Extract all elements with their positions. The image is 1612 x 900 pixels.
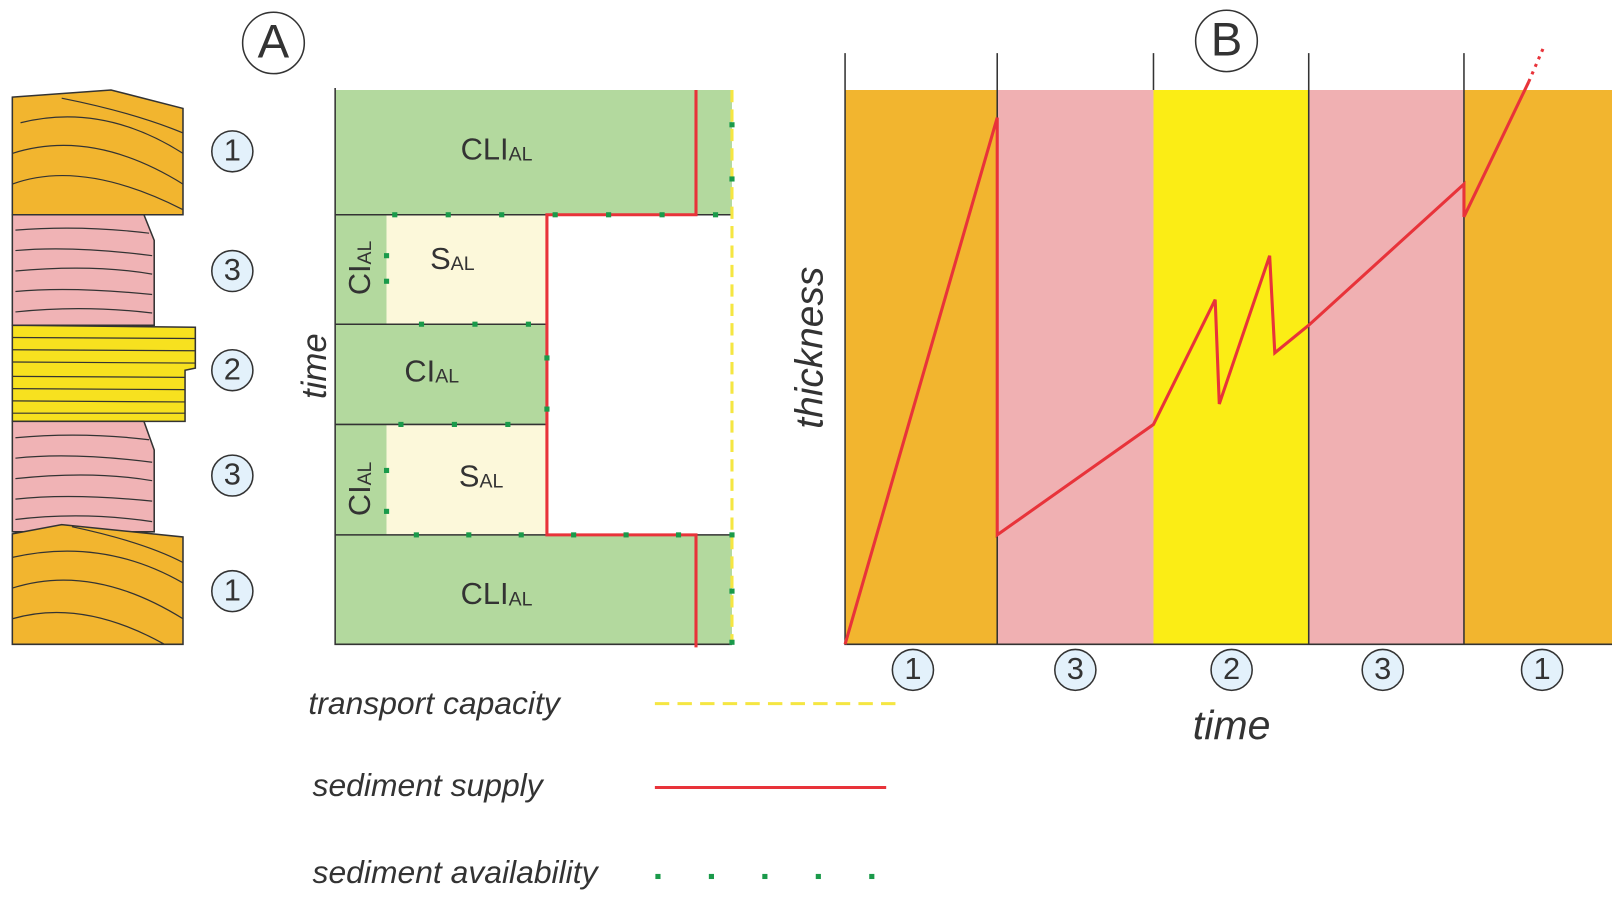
figure: A B 13231 CLIAL CIAL SAL CIAL CIAL SAL C…	[0, 0, 1612, 900]
availability-dot	[398, 422, 403, 427]
facies-number: 1	[904, 651, 921, 686]
availability-dot	[505, 422, 510, 427]
facies-number: 1	[224, 572, 241, 607]
label-sub: AL	[354, 241, 376, 265]
availability-dot	[446, 212, 451, 217]
availability-dot	[709, 874, 714, 879]
availability-dot	[472, 322, 477, 327]
availability-dot	[414, 532, 419, 537]
availability-dot	[816, 874, 821, 879]
x-axis-label: time	[1193, 702, 1271, 748]
label-sub: AL	[509, 144, 533, 166]
availability-dot	[519, 532, 524, 537]
label-sub: AL	[451, 253, 475, 275]
label-main: CI	[342, 265, 377, 296]
availability-dot	[384, 468, 389, 473]
panel-label: B	[1211, 12, 1243, 65]
box-cli	[335, 535, 732, 644]
availability-dot	[729, 122, 734, 127]
legend: transport capacity sediment supply sedim…	[308, 685, 896, 890]
availability-dot	[729, 532, 734, 537]
availability-dot	[655, 874, 660, 879]
facies-number: 2	[224, 351, 241, 386]
availability-dot	[384, 253, 389, 258]
sandstone-bed	[12, 90, 183, 215]
availability-dot	[606, 212, 611, 217]
panel-b: thickness time	[788, 46, 1612, 748]
facies-number: 3	[224, 252, 241, 287]
label-main: CLI	[461, 576, 509, 611]
availability-dot	[384, 279, 389, 284]
facies-band	[1309, 90, 1464, 644]
availability-dot	[729, 640, 734, 645]
availability-dot	[869, 874, 874, 879]
facies-labels: 1 3 2 3 1	[892, 649, 1562, 690]
panel-a: CLIAL CIAL SAL CIAL CIAL SAL CLIAL time	[295, 88, 735, 647]
availability-dot	[384, 509, 389, 514]
log-column	[12, 90, 195, 644]
page: A B 13231 CLIAL CIAL SAL CIAL CIAL SAL C…	[0, 0, 1612, 900]
label-sub: AL	[479, 471, 503, 493]
legend-label: sediment supply	[313, 767, 545, 803]
legend-label: sediment availability	[313, 854, 600, 890]
thickness-curve-extension	[1529, 46, 1544, 82]
label-sub: AL	[354, 461, 376, 485]
facies-number: 3	[1374, 651, 1391, 686]
sandstone-bed	[12, 525, 183, 645]
availability-dot	[526, 322, 531, 327]
availability-dot	[553, 212, 558, 217]
facies-number: 1	[1534, 651, 1551, 686]
availability-dot	[571, 532, 576, 537]
availability-dot	[544, 355, 549, 360]
box-cli	[335, 90, 732, 215]
label-main: S	[459, 459, 480, 494]
availability-dot	[729, 176, 734, 181]
column-labels: 1 3 2 3 1	[212, 131, 253, 612]
facies-number: 3	[224, 457, 241, 492]
legend-swatch	[655, 874, 874, 879]
facies-number: 2	[1223, 651, 1240, 686]
availability-dot	[762, 874, 767, 879]
label-main: S	[430, 241, 451, 276]
facies-number: 1	[224, 133, 241, 168]
legend-label: transport capacity	[308, 685, 561, 721]
availability-dot	[676, 532, 681, 537]
availability-dot	[624, 532, 629, 537]
label-main: CI	[404, 353, 435, 388]
facies-band	[997, 90, 1153, 644]
availability-dot	[729, 589, 734, 594]
label-sub: AL	[435, 366, 459, 388]
label-main: CI	[342, 485, 377, 516]
label-main: CLI	[461, 132, 509, 167]
availability-dot	[466, 532, 471, 537]
siltstone-bed	[12, 325, 195, 421]
facies-number: 3	[1067, 651, 1084, 686]
availability-dot	[419, 322, 424, 327]
availability-dot	[713, 212, 718, 217]
panel-label: A	[258, 15, 290, 68]
availability-dot	[392, 212, 397, 217]
availability-dot	[499, 212, 504, 217]
availability-dot	[452, 422, 457, 427]
label-sub: AL	[509, 589, 533, 611]
availability-dot	[544, 407, 549, 412]
y-axis-label: thickness	[788, 267, 831, 429]
availability-dot	[660, 212, 665, 217]
axis-label: time	[295, 333, 334, 399]
